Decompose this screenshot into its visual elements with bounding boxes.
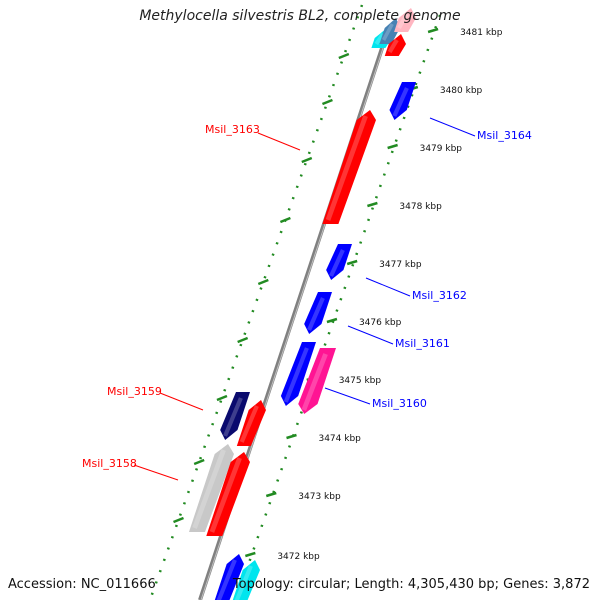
tick-label: 3476 kbp (359, 318, 402, 328)
gene-label-Msil_3162: Msil_3162 (412, 289, 467, 302)
tick-label: 3474 kbp (318, 434, 361, 444)
gene-red-3159-right (236, 400, 266, 446)
gene-label-leader (429, 117, 476, 137)
tick-mark (387, 143, 398, 150)
tick-label: 3475 kbp (339, 376, 382, 386)
gene-label-Msil_3160: Msil_3160 (372, 397, 427, 410)
gene-Msil_3161 (304, 292, 332, 334)
gene-cyan-bottom (232, 560, 260, 600)
left-tick-mark (257, 278, 269, 286)
left-tick-mark (301, 156, 313, 164)
dotted-guide-lines (148, 4, 442, 600)
gene-Msil_3164 (389, 82, 416, 120)
tick-mark (346, 259, 358, 266)
gene-blue-3160-left (280, 342, 316, 406)
gene-Msil_3158 (188, 444, 234, 532)
scale-ticks: 3481 kbp 3480 kbp 3479 kbp 3478 kbp 3477 kbp… (173, 27, 503, 562)
tick-mark (427, 27, 439, 34)
tick-label: 3481 kbp (460, 28, 503, 38)
outer-left-dotted-line (148, 4, 364, 600)
map-title: Methylocella silvestris BL2, complete ge… (139, 8, 461, 24)
tick-label: 3478 kbp (399, 202, 442, 212)
gene-label-Msil_3161: Msil_3161 (395, 337, 450, 350)
accession-text: Accession: NC_011666 (8, 577, 156, 592)
tick-mark (265, 491, 277, 498)
gene-label-leader (347, 325, 394, 345)
left-tick-mark (237, 336, 249, 344)
tick-label: 3472 kbp (277, 552, 320, 562)
gene-Msil_3159 (220, 392, 250, 440)
gene-pink-top (394, 8, 416, 32)
gene-Msil_3160 (298, 348, 336, 414)
gene-Msil_3163 (322, 110, 376, 224)
gene-label-leader (324, 387, 371, 405)
gene-label-Msil_3163: Msil_3163 (205, 123, 260, 136)
tick-label: 3479 kbp (420, 144, 463, 154)
left-tick-mark (338, 52, 350, 60)
tick-label: 3480 kbp (440, 86, 483, 96)
left-tick-mark (279, 216, 291, 224)
topology-text: Topology: circular; Length: 4,305,430 bp… (232, 577, 590, 592)
gene-label-Msil_3159: Msil_3159 (107, 385, 162, 398)
gene-steelblue-top (379, 18, 400, 44)
gene-red-3158-right (206, 452, 250, 536)
gene-Msil_3162 (326, 244, 352, 280)
gene-label-Msil_3164: Msil_3164 (477, 129, 532, 142)
tick-mark (244, 551, 256, 558)
gene-label-leader (365, 277, 411, 297)
gene-blue-bottom (214, 554, 244, 600)
outer-right-dotted-line (234, 14, 442, 600)
gene-label-leader (159, 392, 204, 411)
left-tick-mark (193, 458, 205, 466)
left-tick-mark (216, 394, 228, 402)
tick-mark (326, 317, 338, 324)
tick-mark (367, 201, 378, 208)
gene-label-Msil_3158: Msil_3158 (82, 457, 137, 470)
tick-label: 3473 kbp (298, 492, 341, 502)
gene-label-leader (133, 464, 179, 481)
gene-label-leader (257, 132, 301, 151)
gene-red-top (384, 34, 406, 56)
tick-mark (286, 433, 297, 440)
gene-features (188, 8, 416, 600)
left-tick-mark (321, 98, 333, 106)
left-tick-mark (173, 516, 184, 524)
tick-label: 3477 kbp (379, 260, 422, 270)
gene-labels: Msil_3163 Msil_3164 Msil_3162 Msil_3161 Msil… (82, 117, 532, 481)
